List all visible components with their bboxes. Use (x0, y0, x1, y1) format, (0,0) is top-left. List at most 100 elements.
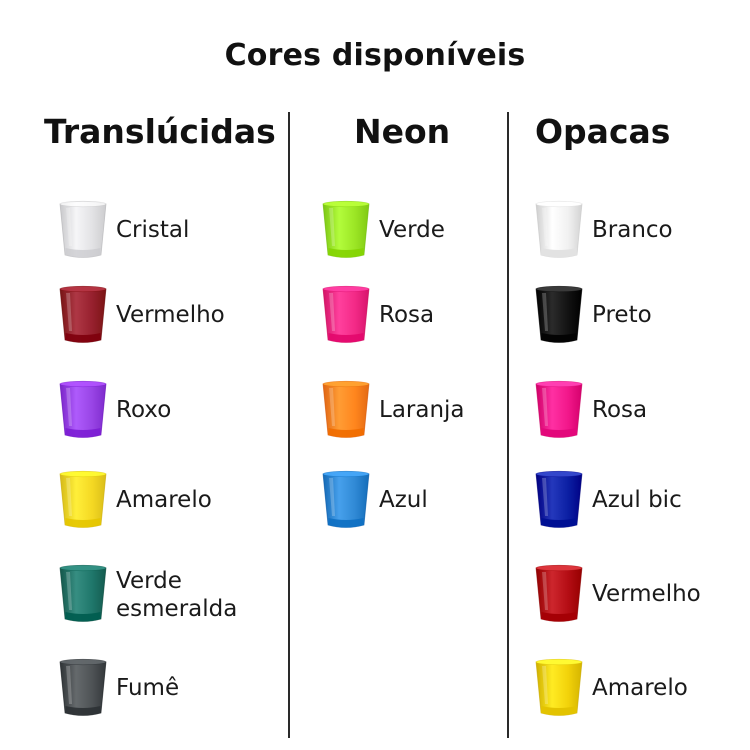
column-heading-translucidas: Translúcidas (44, 112, 276, 151)
cup-icon (535, 200, 583, 258)
cup-rim (59, 564, 107, 572)
color-label: Azul bic (592, 487, 682, 513)
color-label: Rosa (379, 302, 435, 328)
cup-rim (322, 470, 370, 478)
cup-base (328, 518, 364, 528)
color-option-fume[interactable]: Fumê (58, 658, 283, 718)
cup-highlight (542, 208, 548, 246)
cup-icon (535, 470, 583, 528)
color-option-azul-bic[interactable]: Azul bic (534, 470, 744, 530)
cup-highlight (542, 572, 548, 610)
color-option-roxo[interactable]: Roxo (58, 380, 283, 440)
cup-base (541, 428, 577, 438)
column-neon: Neon Verde Rosa Laranja Azul (290, 0, 508, 750)
color-option-verde-esmeralda[interactable]: Verde esmeralda (58, 564, 283, 624)
cup-icon (59, 470, 107, 528)
color-option-rosa-neon[interactable]: Rosa (321, 285, 501, 345)
color-label: Fumê (116, 675, 180, 701)
cup-rim (59, 658, 107, 666)
cup-highlight (329, 388, 335, 426)
column-translucidas: Translúcidas Cristal Vermelho Roxo Amare… (0, 0, 290, 750)
color-option-vermelho-opaco[interactable]: Vermelho (534, 564, 744, 624)
cup-icon (535, 285, 583, 343)
cup-base (65, 518, 101, 528)
cup-base (541, 612, 577, 622)
color-label: Azul (379, 487, 428, 513)
color-label: Amarelo (116, 487, 212, 513)
cup-highlight (542, 478, 548, 516)
page-title: Cores disponíveis (224, 38, 526, 73)
color-label: Preto (592, 302, 652, 328)
color-label: Verde esmeralda (116, 567, 237, 623)
color-option-laranja[interactable]: Laranja (321, 380, 501, 440)
cup-base (65, 248, 101, 258)
cup-highlight (66, 208, 72, 246)
cup-base (328, 333, 364, 343)
cup-highlight (542, 666, 548, 704)
cup-highlight (66, 388, 72, 426)
cup-base (541, 248, 577, 258)
cup-rim (322, 380, 370, 388)
cup-rim (535, 380, 583, 388)
color-option-verde[interactable]: Verde (321, 200, 501, 260)
color-option-vermelho[interactable]: Vermelho (58, 285, 283, 345)
cup-icon (535, 564, 583, 622)
cup-icon (535, 380, 583, 438)
color-label: Branco (592, 217, 673, 243)
cup-icon (59, 285, 107, 343)
cup-icon (322, 380, 370, 438)
color-option-amarelo[interactable]: Amarelo (58, 470, 283, 530)
cup-base (328, 428, 364, 438)
color-option-amarelo-opaco[interactable]: Amarelo (534, 658, 744, 718)
cup-base (541, 518, 577, 528)
color-label: Rosa (592, 397, 648, 423)
cup-highlight (329, 478, 335, 516)
color-label: Cristal (116, 217, 190, 243)
color-label: Laranja (379, 397, 465, 423)
cup-base (65, 706, 101, 716)
cup-icon (322, 470, 370, 528)
color-label: Vermelho (592, 581, 701, 607)
color-option-rosa[interactable]: Rosa (534, 380, 744, 440)
cup-rim (535, 200, 583, 208)
color-option-branco[interactable]: Branco (534, 200, 744, 260)
cup-icon (59, 564, 107, 622)
cup-icon (59, 380, 107, 438)
color-option-azul[interactable]: Azul (321, 470, 501, 530)
cup-highlight (329, 208, 335, 246)
cup-rim (535, 470, 583, 478)
cup-rim (59, 380, 107, 388)
cup-highlight (66, 572, 72, 610)
cup-rim (535, 285, 583, 293)
cup-base (65, 428, 101, 438)
color-label: Vermelho (116, 302, 225, 328)
cup-icon (59, 200, 107, 258)
cup-highlight (542, 388, 548, 426)
cup-base (541, 333, 577, 343)
cup-base (65, 333, 101, 343)
column-divider (507, 112, 509, 738)
column-heading-opacas: Opacas (535, 112, 671, 151)
cup-rim (535, 658, 583, 666)
cup-highlight (329, 293, 335, 331)
color-option-preto[interactable]: Preto (534, 285, 744, 345)
color-label-line-1: Verde (116, 568, 182, 594)
cup-icon (59, 658, 107, 716)
cup-highlight (66, 293, 72, 331)
column-divider (288, 112, 290, 738)
cup-rim (59, 285, 107, 293)
cup-highlight (66, 478, 72, 516)
column-opacas: Opacas Branco Preto Rosa Azul bic Vermel… (509, 0, 750, 750)
cup-icon (322, 200, 370, 258)
cup-icon (322, 285, 370, 343)
color-label: Amarelo (592, 675, 688, 701)
cup-rim (322, 285, 370, 293)
cup-rim (322, 200, 370, 208)
color-label: Roxo (116, 397, 172, 423)
cup-highlight (542, 293, 548, 331)
color-option-cristal[interactable]: Cristal (58, 200, 283, 260)
cup-rim (59, 200, 107, 208)
color-label-line-2: esmeralda (116, 596, 238, 622)
column-heading-neon: Neon (354, 112, 451, 151)
cup-highlight (66, 666, 72, 704)
